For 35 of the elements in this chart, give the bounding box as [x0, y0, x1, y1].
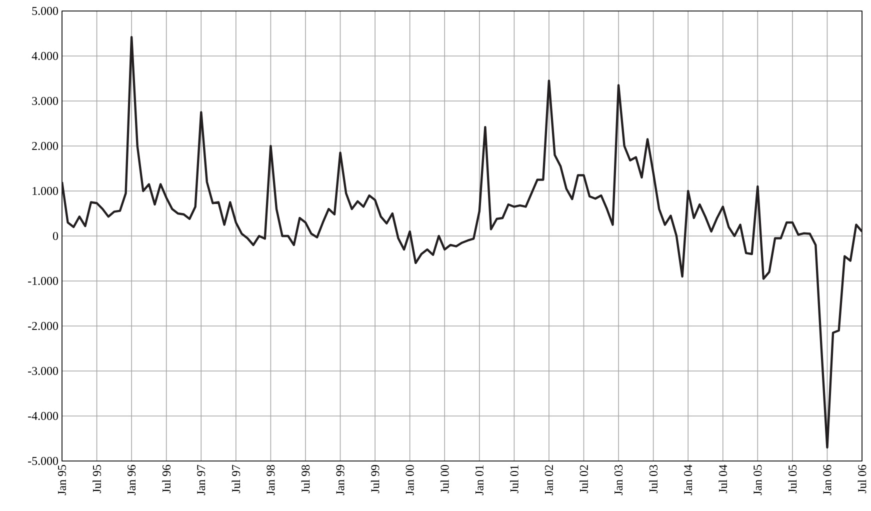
x-tick-label: Jul 01: [510, 465, 518, 494]
x-tick-label: Jul 03: [649, 464, 658, 494]
y-tick-label: 5.000: [32, 6, 58, 16]
x-tick-label: Jan 02: [544, 465, 553, 496]
y-tick-label: 4.000: [32, 52, 58, 60]
x-tick-label: Jan 98: [266, 464, 275, 496]
x-tick-label: Jan 06: [823, 464, 832, 496]
x-tick-label: Jan 05: [754, 464, 762, 496]
y-tick-label: -2.000: [28, 322, 58, 330]
x-tick-label: Jul 05: [788, 464, 797, 494]
x-tick-label: Jul 04: [718, 464, 728, 494]
y-tick-label: -5.000: [28, 456, 58, 466]
x-tick-label: Jan 04: [684, 464, 692, 496]
y-tick-label: -4.000: [28, 412, 58, 420]
x-tick-label: Jul 06: [858, 464, 866, 494]
y-tick-label: 0: [52, 232, 58, 240]
x-tick-label: Jul 02: [580, 465, 588, 494]
x-tick-label: Jul 97: [232, 464, 240, 494]
x-tick-label: Jul 98: [301, 464, 310, 494]
x-tick-label: Jan 97: [197, 464, 206, 496]
y-tick-label: -3.000: [28, 366, 58, 376]
y-tick-label: 1.000: [32, 186, 58, 196]
x-tick-label: Jan 95: [58, 464, 66, 496]
x-tick-label: Jan 03: [614, 464, 623, 496]
x-tick-label: Jan 96: [128, 464, 136, 496]
x-tick-label: Jul 00: [440, 464, 449, 494]
x-tick-label: Jul 95: [92, 464, 101, 494]
y-tick-label: 2.000: [32, 142, 58, 150]
x-tick-label: Jan 99: [336, 465, 344, 496]
y-tick-label: -1.000: [28, 276, 58, 286]
y-tick-label: 3.000: [32, 96, 58, 106]
x-tick-label: Jan 00: [406, 464, 414, 496]
x-tick-label: Jul 99: [370, 465, 380, 494]
x-tick-label: Jul 96: [162, 464, 171, 494]
x-tick-label: Jan 01: [475, 465, 484, 496]
